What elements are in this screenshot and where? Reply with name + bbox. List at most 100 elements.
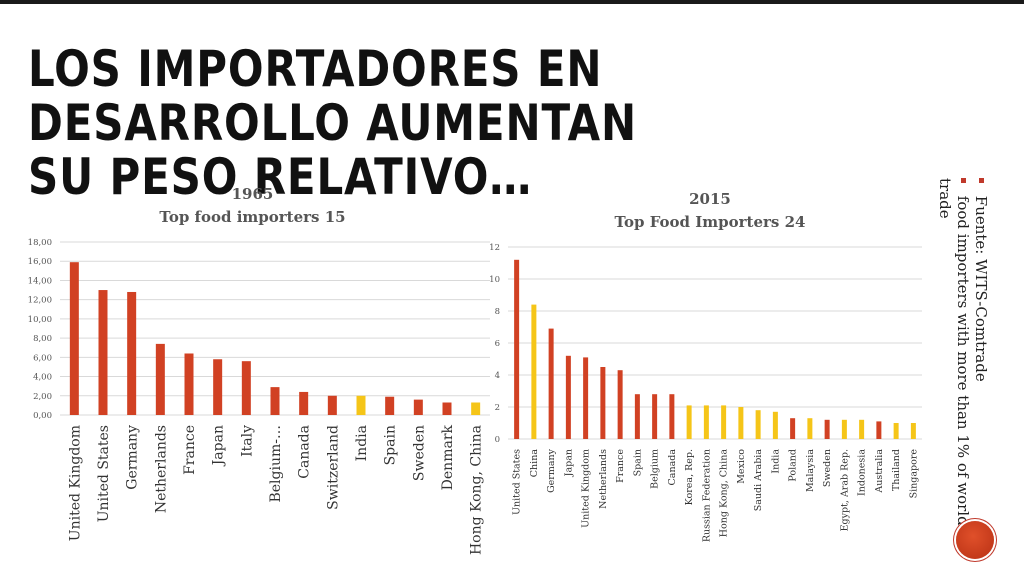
y-tick-label: 12,00: [28, 296, 52, 306]
x-category-label: India: [770, 449, 781, 474]
x-category-label: Sweden: [411, 425, 427, 481]
x-category-label: Korea, Rep.: [684, 449, 695, 505]
bar: [600, 367, 606, 439]
bar: [841, 419, 847, 439]
bullet-icon: [978, 178, 984, 183]
bar: [738, 407, 744, 439]
bar: [241, 361, 251, 415]
bar: [910, 423, 916, 439]
bar: [755, 410, 761, 439]
bar: [442, 402, 452, 415]
chart-1965-year: 1965: [231, 185, 274, 203]
bar: [69, 262, 79, 415]
x-category-label: Switzerland: [325, 425, 341, 510]
bar: [652, 394, 658, 439]
x-category-label: Hong Kong, China: [469, 425, 485, 555]
chart-1965-subtitle: Top food importers 15: [159, 208, 346, 226]
y-tick-label: 2,00: [33, 392, 52, 402]
y-tick-label: 4: [495, 371, 500, 381]
note-item-source: Fuente: WITS-Comtrade: [972, 178, 990, 538]
bar: [807, 418, 813, 439]
x-category-label: China: [529, 449, 540, 478]
bar: [565, 355, 571, 439]
x-category-label: Egypt, Arab Rep.: [839, 449, 850, 531]
slide-nav-button[interactable]: [956, 521, 994, 559]
x-category-label: Mexico: [736, 449, 747, 484]
y-tick-label: 10,00: [28, 315, 52, 325]
bar: [790, 418, 796, 439]
x-category-label: France: [615, 449, 626, 483]
bullet-icon: [960, 178, 966, 183]
x-category-label: United States: [512, 449, 523, 515]
bar: [213, 359, 223, 415]
bar: [385, 396, 395, 415]
bar: [270, 387, 280, 415]
y-tick-label: 0: [495, 435, 500, 445]
y-tick-label: 8: [495, 307, 500, 317]
bar: [299, 391, 309, 415]
y-tick-label: 10: [489, 275, 500, 285]
bar: [155, 343, 165, 415]
slide-title-line-2: SU PESO RELATIVO…: [28, 148, 533, 206]
y-tick-label: 18,00: [28, 238, 52, 248]
x-category-label: Belgium-…: [268, 425, 284, 503]
chart-1965-title: 1965 Top food importers 15: [120, 183, 385, 229]
x-category-label: France: [182, 425, 198, 475]
x-category-label: Australia: [874, 449, 885, 494]
top-accent-bar: [0, 0, 1024, 4]
x-category-label: Spain: [632, 449, 643, 476]
x-category-label: Hong Kong, China: [719, 449, 730, 538]
chart-2015-year: 2015: [689, 190, 731, 208]
x-category-label: India: [354, 425, 370, 461]
x-category-label: Sweden: [822, 449, 833, 487]
x-category-label: Poland: [788, 449, 799, 482]
x-category-label: Italy: [239, 425, 255, 457]
bar: [583, 357, 589, 439]
bar: [514, 259, 520, 439]
x-category-label: Canada: [297, 425, 313, 479]
bar: [703, 405, 709, 439]
x-category-label: Thailand: [891, 449, 902, 491]
note-item-threshold: food importers with more than 1% of worl…: [936, 178, 972, 538]
y-tick-label: 4,00: [33, 373, 52, 383]
bar: [721, 405, 727, 439]
bar: [356, 395, 366, 415]
bar: [876, 421, 882, 439]
x-category-label: Belgium: [650, 449, 661, 489]
notes-list: Fuente: WITS-Comtrade food importers wit…: [936, 178, 990, 538]
bar: [184, 353, 194, 415]
bar: [531, 304, 537, 439]
y-tick-label: 12: [489, 243, 500, 253]
x-category-label: Japan: [563, 449, 574, 477]
y-tick-label: 6,00: [33, 353, 52, 363]
x-category-label: United Kingdom: [581, 449, 592, 528]
y-tick-label: 14,00: [28, 276, 52, 286]
x-category-label: Spain: [383, 425, 399, 465]
y-tick-label: 16,00: [28, 257, 52, 267]
bar: [634, 394, 640, 439]
bar: [859, 419, 865, 439]
y-tick-label: 8,00: [33, 334, 52, 344]
bar: [327, 395, 337, 415]
bar: [471, 402, 481, 415]
bar: [413, 399, 423, 415]
x-category-label: United States: [96, 425, 112, 522]
note-threshold-text: food importers with more than 1% of worl…: [936, 178, 972, 526]
note-source-text: Fuente: WITS-Comtrade: [972, 195, 990, 382]
x-category-label: Japan: [211, 425, 227, 467]
y-tick-label: 6: [495, 339, 500, 349]
slide-title: LOS IMPORTADORES EN DESARROLLO AUMENTAN …: [28, 42, 834, 204]
bar: [127, 291, 137, 415]
chart-2015: 0 2 4 6 8 10 12 United States China Germany Japan U…: [489, 243, 922, 542]
x-category-label: Netherlands: [598, 449, 609, 509]
y-tick-label: 2: [495, 403, 500, 413]
x-category-label: Saudi Arabia: [753, 449, 764, 512]
x-category-label: United Kingdom: [67, 425, 83, 541]
slide-title-line-1: LOS IMPORTADORES EN DESARROLLO AUMENTAN: [28, 40, 638, 152]
x-category-label: Russian Federation: [701, 449, 712, 542]
bar: [98, 290, 108, 415]
bar: [669, 394, 675, 439]
x-category-label: Indonesia: [857, 449, 868, 496]
x-category-label: Germany: [125, 425, 141, 490]
chart-1965: 0,00 2,00 4,00 6,00 8,00 10,00 12,00 14,00 16,00…: [28, 238, 490, 555]
